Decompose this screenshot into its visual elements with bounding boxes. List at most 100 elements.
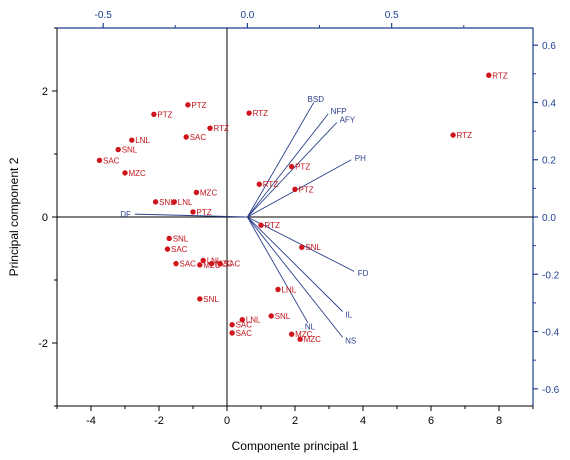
score-point (185, 102, 191, 108)
x-tick-label: 0 (224, 415, 230, 427)
point-label: SNL (122, 146, 138, 155)
point-label: PTZ (191, 101, 206, 110)
point-label: SNL (173, 234, 189, 243)
loading-vector (247, 216, 343, 338)
score-point (299, 244, 305, 250)
top-axis-ticks: -0.5 0.0 0.5 (95, 10, 465, 28)
score-point (246, 110, 252, 116)
point-label: PTZ (157, 110, 172, 119)
loading-vector (247, 216, 355, 272)
score-point (183, 134, 189, 140)
score-point (275, 286, 281, 293)
loading-label: NL (305, 322, 316, 331)
loading-vector (247, 159, 352, 218)
point-label: LNL (246, 316, 261, 325)
score-point (207, 125, 213, 131)
right-axis-ticks: 0.6 0.4 0.2 0.0 -0.2 -0.4 -0.6 (533, 41, 560, 396)
point-label: RTZ (253, 109, 269, 118)
y-tick-label: -2 (38, 338, 48, 350)
score-point (166, 235, 172, 242)
top-tick-label: 0.0 (240, 10, 254, 21)
point-label: SAC (180, 260, 197, 269)
score-point (129, 137, 135, 143)
score-point (256, 181, 262, 187)
score-point (122, 170, 128, 176)
score-point (200, 257, 206, 264)
score-point (96, 157, 103, 163)
score-point (197, 262, 203, 268)
point-label: RTZ (265, 221, 281, 230)
y-tick-label: 2 (42, 86, 48, 98)
loading-vector (134, 213, 248, 218)
score-point (268, 313, 274, 319)
score-point (197, 296, 203, 302)
score-point (297, 336, 303, 342)
point-label: PTZ (299, 185, 314, 194)
point-label: RTZ (214, 124, 230, 133)
score-point (239, 316, 245, 323)
right-tick-label: 0.4 (542, 98, 556, 109)
loading-label: DF (120, 210, 131, 219)
right-tick-label: -0.2 (542, 270, 560, 281)
point-label: SAC (190, 133, 207, 142)
loading-label: BSD (308, 95, 325, 104)
score-point (229, 322, 235, 328)
score-point (193, 189, 200, 196)
point-label: PTZ (197, 208, 212, 217)
point-label: SAC (236, 329, 253, 338)
score-point (258, 222, 264, 228)
top-tick-label: -0.5 (95, 10, 113, 21)
top-tick-label: 0.5 (385, 10, 399, 21)
score-point (486, 72, 492, 78)
loading-label: FD (358, 269, 369, 278)
score-point (164, 246, 171, 252)
point-label: SNL (275, 312, 291, 321)
loading-label: NS (345, 336, 356, 345)
y-axis-label: Principal component 2 (7, 157, 21, 276)
left-axis-ticks: -2 0 2 (38, 27, 57, 407)
score-point (152, 199, 159, 205)
x-tick-label: 6 (428, 415, 434, 427)
x-tick-label: 2 (292, 415, 298, 427)
point-label: SAC (224, 260, 241, 269)
right-tick-label: 0.6 (542, 41, 556, 52)
point-label: RTZ (492, 71, 508, 80)
loading-vector (247, 216, 309, 324)
score-point (151, 111, 157, 118)
right-tick-label: 0.2 (542, 156, 556, 167)
score-point (450, 132, 456, 138)
point-label: LNL (178, 198, 193, 207)
score-point (209, 260, 215, 267)
point-label: RTZ (263, 180, 279, 189)
point-label: SNL (203, 295, 219, 304)
right-tick-label: -0.6 (542, 385, 560, 396)
loading-label: AFY (340, 116, 356, 125)
x-tick-label: 4 (360, 415, 366, 427)
y-tick-label: 0 (42, 212, 48, 224)
point-label: PTZ (295, 163, 310, 172)
point-label: SAC (171, 245, 188, 254)
point-label: MZC (295, 330, 313, 339)
point-label: SNL (159, 198, 175, 207)
score-point (115, 146, 121, 153)
point-label: MZC (304, 335, 322, 344)
right-tick-label: -0.4 (542, 328, 560, 339)
score-point (288, 163, 295, 170)
point-label: SAC (236, 321, 253, 330)
bottom-axis-ticks: -4 -2 0 2 4 6 8 (56, 406, 534, 427)
loading-vector (247, 102, 315, 218)
score-point (217, 260, 223, 267)
x-tick-label: -4 (86, 415, 96, 427)
score-point (173, 260, 179, 267)
loading-vector (247, 216, 343, 312)
point-label: MZC (215, 260, 233, 269)
score-point (288, 331, 295, 337)
point-label: MZC (129, 169, 147, 178)
point-label: MZC (200, 188, 218, 197)
loading-label: NFP (331, 107, 347, 116)
x-tick-label: -2 (154, 415, 164, 427)
right-tick-label: 0.0 (542, 213, 556, 224)
